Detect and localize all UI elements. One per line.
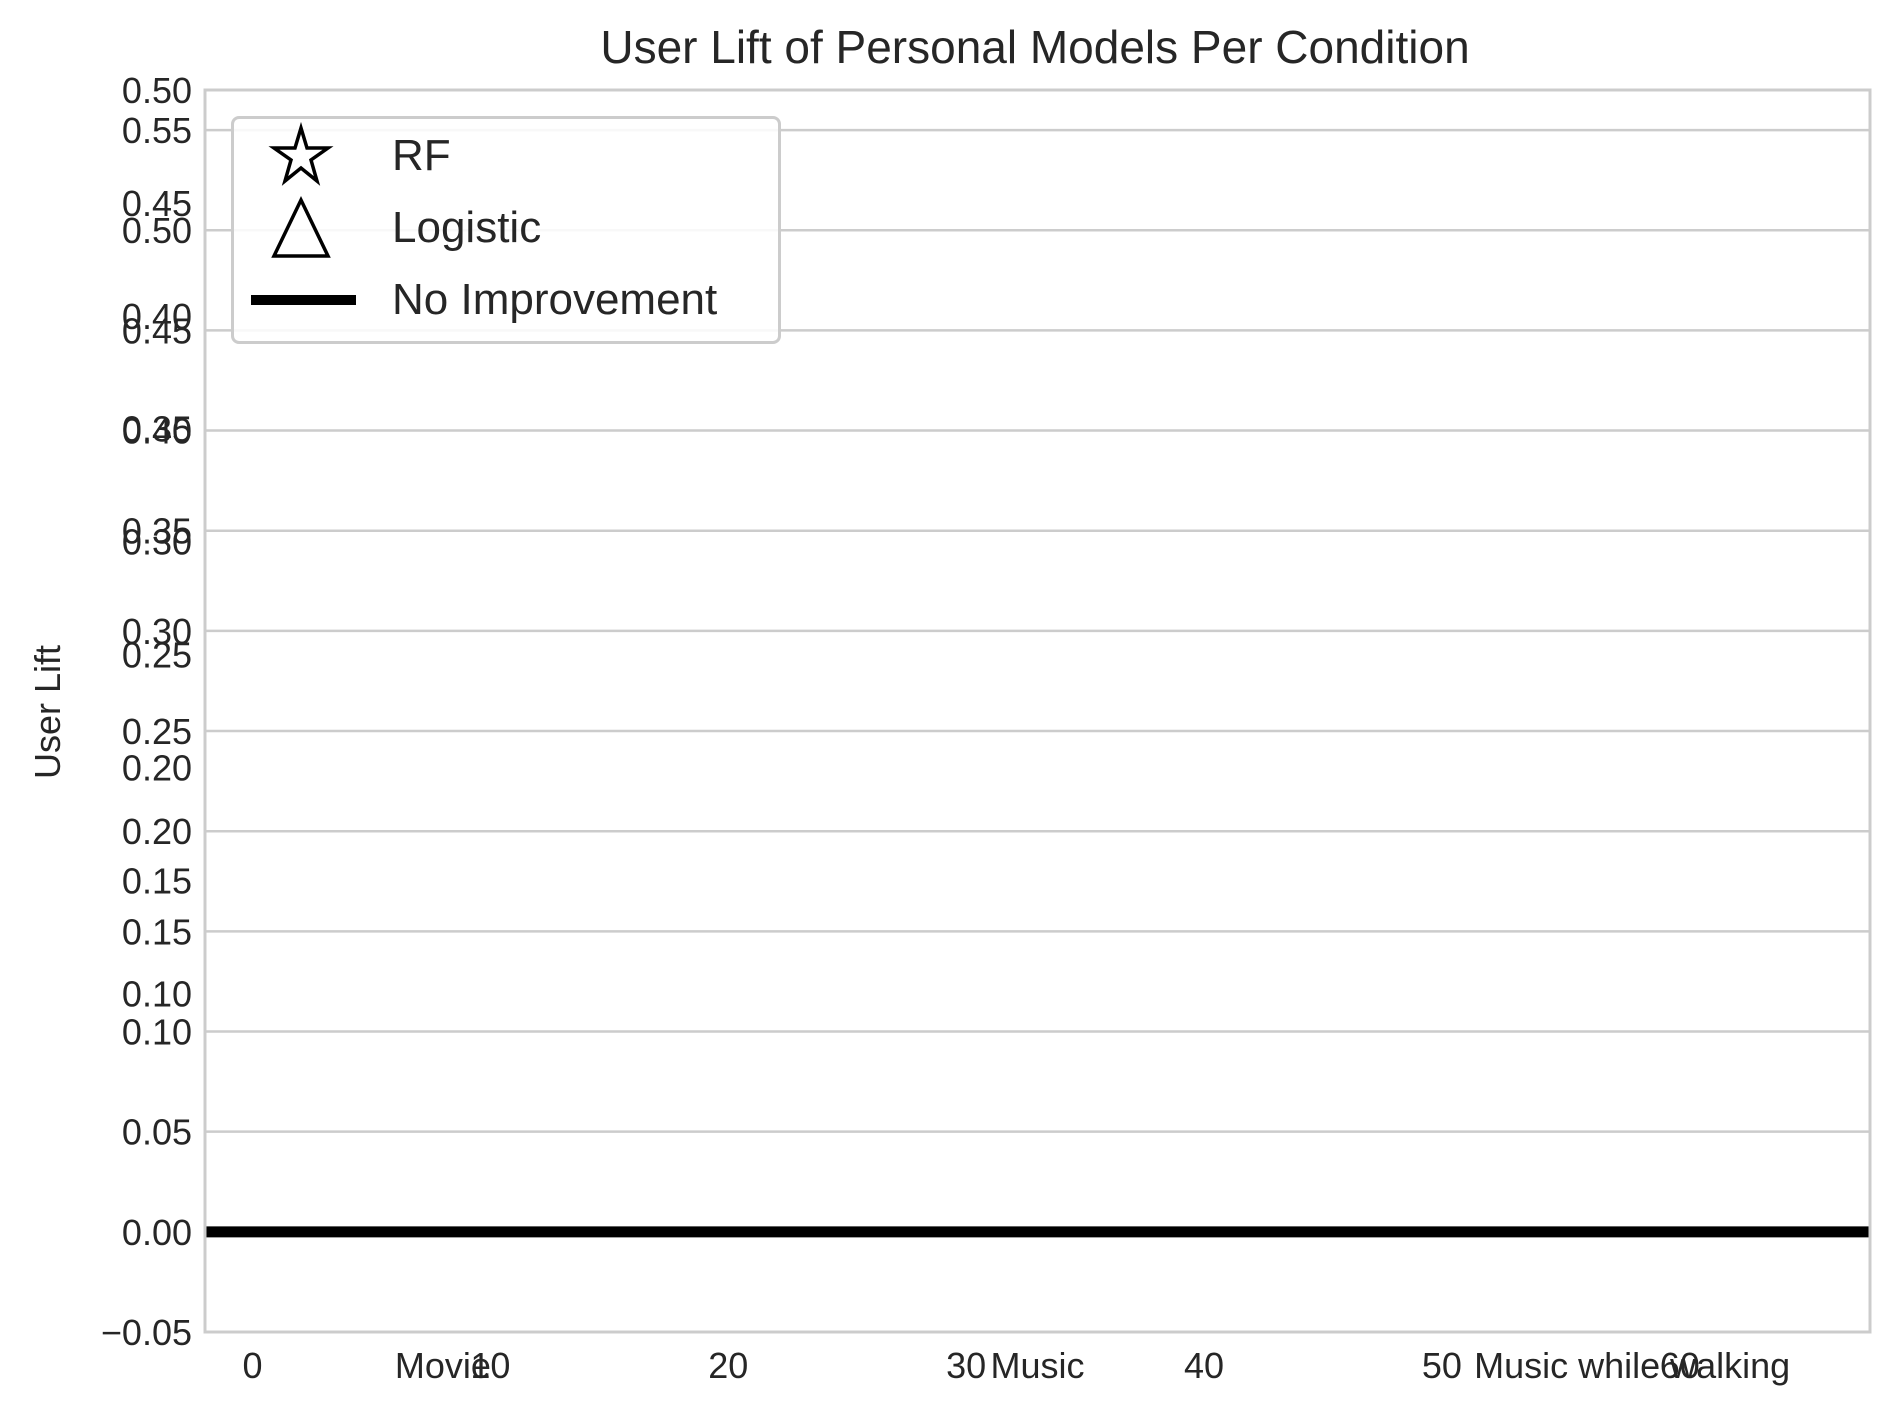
y-tick-label-overlay: 0.10 xyxy=(122,973,192,1014)
y-tick-label-overlay: 0.35 xyxy=(122,409,192,450)
x-category-label: Movie xyxy=(395,1345,491,1386)
y-tick-label-overlay: 0.30 xyxy=(122,522,192,563)
legend-label-no-improvement: No Improvement xyxy=(392,275,718,324)
x-tick-label: 50 xyxy=(1422,1345,1462,1386)
y-tick-label-overlay: 0.45 xyxy=(122,183,192,224)
chart-title: User Lift of Personal Models Per Conditi… xyxy=(600,21,1470,73)
legend-label-logistic: Logistic xyxy=(392,203,542,252)
y-tick-label: 0.50 xyxy=(122,210,192,251)
y-tick-label-overlay: 0.20 xyxy=(122,747,192,788)
legend-entry-rf: RF xyxy=(234,121,778,191)
x-tick-label: 20 xyxy=(708,1345,748,1386)
y-tick-label-overlay: 0.40 xyxy=(122,296,192,337)
y-tick-label: 0.10 xyxy=(122,1012,192,1053)
thick-line-icon xyxy=(251,295,356,305)
y-tick-label-overlay: −0.05 xyxy=(101,1312,192,1353)
y-tick-label: 0.05 xyxy=(122,1112,192,1153)
y-tick-label: 0.15 xyxy=(122,911,192,952)
y-tick-label: 0.45 xyxy=(122,310,192,351)
y-tick-label: 0.20 xyxy=(122,811,192,852)
y-tick-label: 0.30 xyxy=(122,611,192,652)
legend-entry-no-improvement: No Improvement xyxy=(234,265,778,335)
y-tick-label: 0.55 xyxy=(122,110,192,151)
y-tick-label-overlay: 0.15 xyxy=(122,860,192,901)
x-tick-label: 10 xyxy=(470,1345,510,1386)
y-tick-label: 0.35 xyxy=(122,511,192,552)
y-tick-label: 0.40 xyxy=(122,411,192,452)
y-tick-label: 0.25 xyxy=(122,711,192,752)
y-tick-label: 0.00 xyxy=(122,1212,192,1253)
legend-label-rf: RF xyxy=(392,131,451,180)
star-icon xyxy=(268,121,334,186)
x-category-label: Music while walking xyxy=(1474,1345,1790,1386)
triangle-icon xyxy=(271,195,331,258)
y-tick-label-overlay: 0.25 xyxy=(122,635,192,676)
legend-entry-logistic: Logistic xyxy=(234,193,778,263)
x-tick-label: 40 xyxy=(1184,1345,1224,1386)
x-tick-label: 60 xyxy=(1660,1345,1700,1386)
x-category-label: Music xyxy=(990,1345,1084,1386)
legend: RF Logistic No Improvement xyxy=(231,116,781,344)
y-tick-label-overlay: 0.50 xyxy=(122,70,192,111)
x-tick-label: 30 xyxy=(946,1345,986,1386)
axes-frame xyxy=(203,88,1872,1334)
x-tick-label: 0 xyxy=(243,1345,263,1386)
